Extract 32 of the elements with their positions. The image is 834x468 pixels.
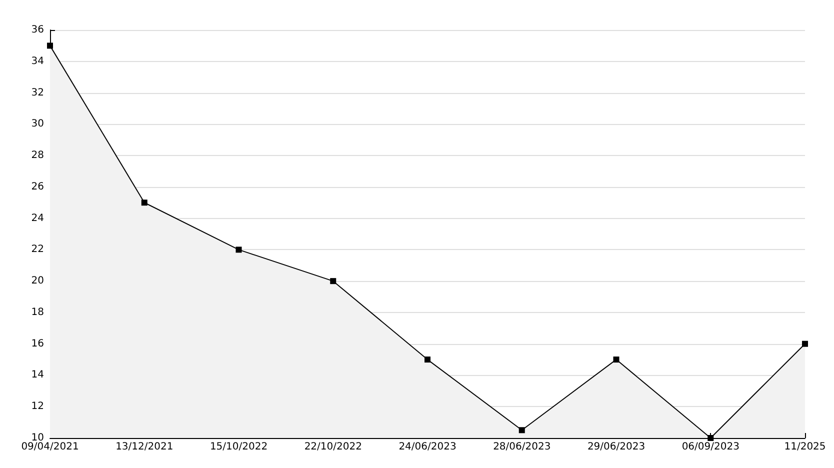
y-tick-label: 16 xyxy=(31,338,44,350)
point xyxy=(708,435,714,441)
y-tick-label: 10 xyxy=(31,432,44,444)
y-tick-label: 18 xyxy=(31,306,44,318)
point xyxy=(330,278,336,284)
point xyxy=(518,427,525,434)
y-tick-label: 22 xyxy=(31,244,44,256)
y-tick-label: 32 xyxy=(31,87,44,98)
y-tick-label: 20 xyxy=(31,276,44,287)
y-tick-label: 12 xyxy=(31,401,44,412)
x-tick-label: 06/09/2023 xyxy=(682,442,740,452)
x-tick-label: 15/10/2022 xyxy=(210,442,268,452)
point xyxy=(802,340,808,347)
point xyxy=(47,42,53,49)
point xyxy=(141,200,148,206)
y-tick-label: 36 xyxy=(31,24,44,36)
y-tick-label: 34 xyxy=(31,56,44,67)
point xyxy=(424,356,430,363)
x-tick-label: 22/10/2022 xyxy=(304,442,362,452)
x-tick-label: 13/12/2021 xyxy=(116,442,174,452)
y-tick-label: 14 xyxy=(31,370,44,381)
x-tick-label: 29/06/2023 xyxy=(587,442,646,452)
point xyxy=(236,246,242,253)
x-tick-label: 28/06/2023 xyxy=(493,442,551,452)
x-tick-label: 11/2025 xyxy=(784,442,826,452)
x-tick-label: 09/04/2021 xyxy=(21,442,79,452)
y-tick-label: 30 xyxy=(31,118,44,130)
y-tick-label: 26 xyxy=(31,181,44,192)
x-tick-label: 24/06/2023 xyxy=(398,442,456,452)
y-tick-label: 24 xyxy=(31,212,44,224)
y-tick-label: 28 xyxy=(31,150,44,162)
point xyxy=(613,356,620,363)
